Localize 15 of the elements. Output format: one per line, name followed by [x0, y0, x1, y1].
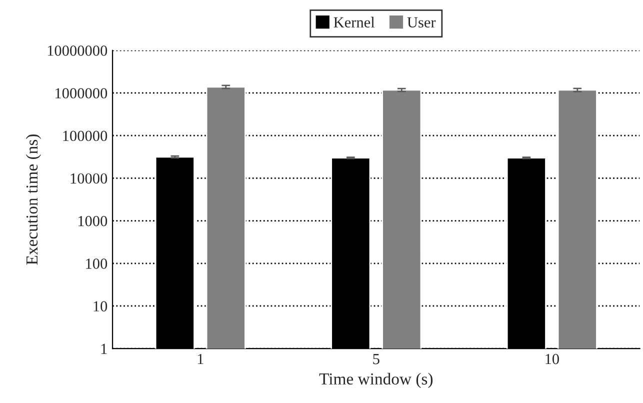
- y-tick-label: 10000: [70, 173, 108, 184]
- y-tick-label: 100000: [63, 130, 108, 142]
- y-axis-title: Execution time (ns): [26, 134, 41, 265]
- legend-label: Kernel: [334, 16, 375, 28]
- legend-label: User: [407, 17, 436, 28]
- y-tick-label: 1000000: [56, 88, 108, 98]
- y-tick-label: 1000: [78, 216, 108, 226]
- x-tick-label: 5: [373, 354, 380, 364]
- x-axis-title: Time window (s): [319, 372, 433, 388]
- y-tick-label: 10: [94, 301, 108, 312]
- x-tick-label: 10: [546, 354, 559, 364]
- y-tick-label: 100: [86, 258, 108, 269]
- x-tick-label: 1: [198, 354, 204, 364]
- y-tick-label: 10000000: [48, 46, 108, 56]
- y-tick-label: 1: [101, 344, 107, 354]
